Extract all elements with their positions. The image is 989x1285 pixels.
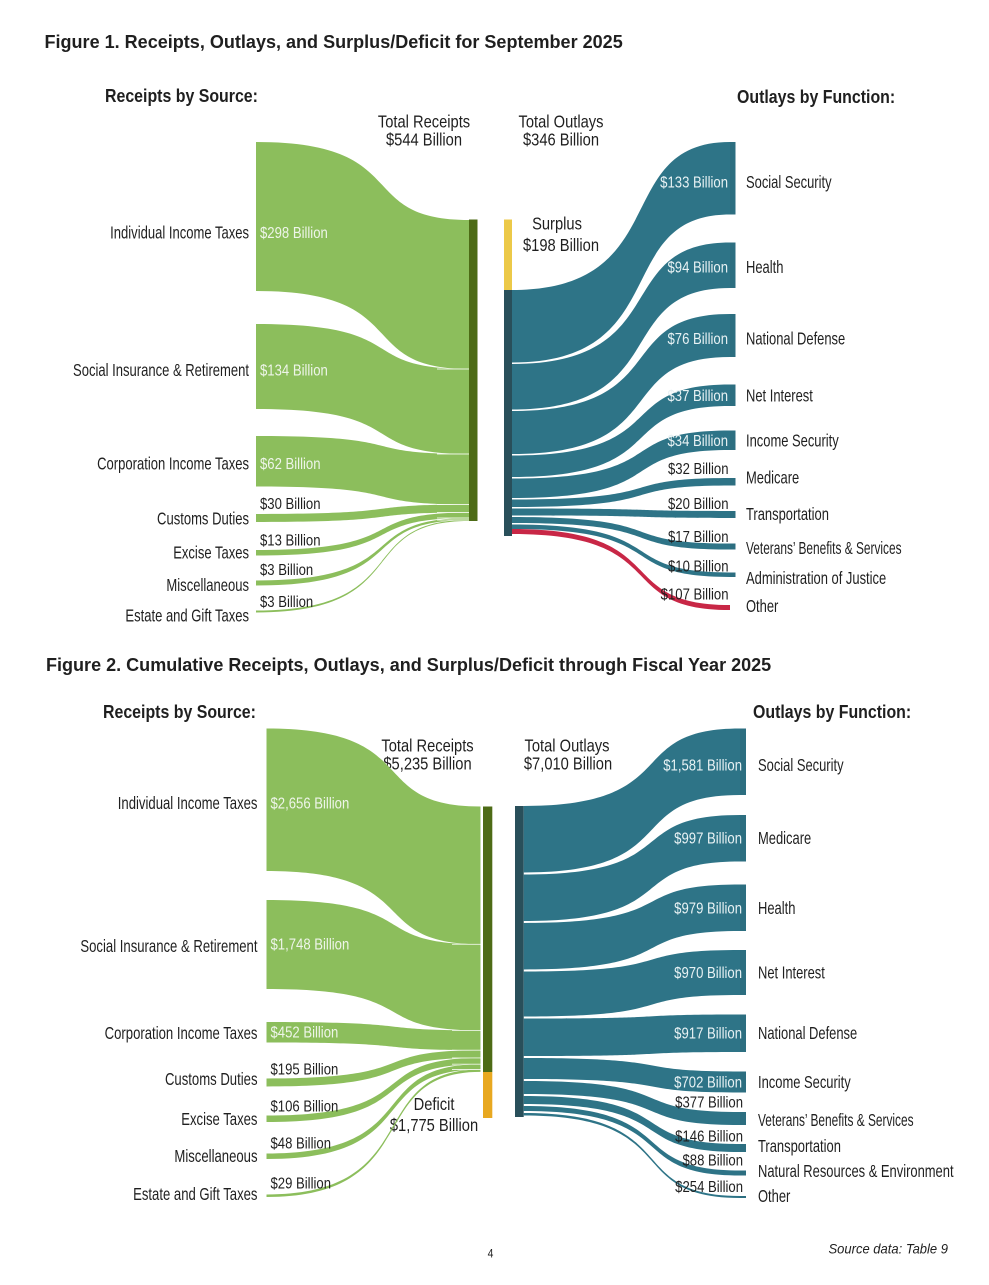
svg-text:Medicare: Medicare	[746, 469, 799, 488]
svg-text:$107 Billion: $107 Billion	[661, 586, 729, 603]
svg-text:$1,581 Billion: $1,581 Billion	[663, 757, 742, 774]
svg-text:$10 Billion: $10 Billion	[668, 558, 729, 575]
svg-text:Veterans’ Benefits & Services: Veterans’ Benefits & Services	[746, 539, 902, 559]
svg-text:Health: Health	[758, 899, 795, 918]
svg-text:Total Outlays: Total Outlays	[525, 736, 610, 755]
svg-text:Outlays by Function:: Outlays by Function:	[737, 86, 895, 107]
svg-text:$13 Billion: $13 Billion	[260, 532, 321, 549]
svg-text:$146 Billion: $146 Billion	[675, 1128, 743, 1145]
svg-text:Transportation: Transportation	[746, 505, 829, 524]
svg-text:Excise Taxes: Excise Taxes	[173, 544, 249, 563]
svg-text:$17 Billion: $17 Billion	[668, 529, 729, 546]
svg-text:Total Receipts: Total Receipts	[381, 736, 473, 755]
svg-text:$106 Billion: $106 Billion	[271, 1098, 339, 1115]
svg-text:$298 Billion: $298 Billion	[260, 225, 328, 242]
svg-text:Miscellaneous: Miscellaneous	[166, 576, 249, 595]
svg-text:$997 Billion: $997 Billion	[674, 830, 742, 847]
svg-text:$917 Billion: $917 Billion	[674, 1025, 742, 1042]
svg-text:$3 Billion: $3 Billion	[260, 562, 313, 579]
svg-text:Transportation: Transportation	[758, 1137, 841, 1156]
svg-text:$452 Billion: $452 Billion	[271, 1024, 339, 1041]
svg-text:$702 Billion: $702 Billion	[674, 1074, 742, 1091]
svg-text:Administration of Justice: Administration of Justice	[746, 569, 886, 588]
svg-text:Natural Resources & Environmen: Natural Resources & Environment	[758, 1162, 954, 1181]
svg-text:$254 Billion: $254 Billion	[675, 1179, 743, 1196]
svg-text:Corporation Income Taxes: Corporation Income Taxes	[105, 1024, 258, 1043]
svg-text:Individual Income Taxes: Individual Income Taxes	[110, 224, 249, 243]
svg-text:$1,775 Billion: $1,775 Billion	[390, 1116, 478, 1135]
svg-text:Veterans’ Benefits & Services: Veterans’ Benefits & Services	[758, 1111, 914, 1131]
svg-text:Social Insurance & Retirement: Social Insurance & Retirement	[80, 937, 258, 956]
svg-text:Outlays by Function:: Outlays by Function:	[753, 701, 911, 722]
svg-text:$7,010 Billion: $7,010 Billion	[524, 754, 612, 773]
svg-text:4: 4	[488, 1248, 494, 1261]
svg-text:$544 Billion: $544 Billion	[386, 130, 462, 149]
svg-text:Receipts by Source:: Receipts by Source:	[103, 701, 256, 722]
svg-text:$979 Billion: $979 Billion	[674, 900, 742, 917]
svg-text:Corporation Income Taxes: Corporation Income Taxes	[97, 455, 249, 474]
svg-text:Social Security: Social Security	[746, 173, 832, 192]
svg-text:$34 Billion: $34 Billion	[667, 433, 728, 450]
svg-text:Receipts by Source:: Receipts by Source:	[105, 85, 258, 106]
svg-text:$48 Billion: $48 Billion	[271, 1135, 332, 1152]
svg-text:$88 Billion: $88 Billion	[682, 1152, 743, 1169]
svg-text:Net Interest: Net Interest	[746, 387, 813, 406]
svg-text:$29 Billion: $29 Billion	[271, 1175, 332, 1192]
svg-text:Customs Duties: Customs Duties	[157, 510, 249, 529]
svg-text:Income Security: Income Security	[746, 432, 839, 451]
svg-text:Surplus: Surplus	[532, 214, 582, 233]
svg-text:Estate and Gift Taxes: Estate and Gift Taxes	[133, 1185, 258, 1204]
svg-text:$76 Billion: $76 Billion	[667, 331, 728, 348]
svg-text:Net Interest: Net Interest	[758, 964, 825, 983]
svg-text:$20 Billion: $20 Billion	[668, 496, 729, 513]
svg-text:Medicare: Medicare	[758, 829, 811, 848]
svg-text:$346 Billion: $346 Billion	[523, 130, 599, 149]
svg-text:$134 Billion: $134 Billion	[260, 362, 328, 379]
svg-text:Social Insurance & Retirement: Social Insurance & Retirement	[73, 361, 250, 380]
svg-text:Social Security: Social Security	[758, 756, 844, 775]
svg-text:Total Receipts: Total Receipts	[378, 112, 470, 131]
svg-text:$5,235 Billion: $5,235 Billion	[383, 754, 471, 773]
svg-text:$30 Billion: $30 Billion	[260, 496, 321, 513]
svg-text:Miscellaneous: Miscellaneous	[174, 1147, 257, 1166]
svg-text:Income Security: Income Security	[758, 1073, 851, 1092]
svg-text:Excise Taxes: Excise Taxes	[181, 1110, 258, 1129]
svg-text:$2,656 Billion: $2,656 Billion	[271, 795, 350, 812]
svg-text:$37 Billion: $37 Billion	[667, 388, 728, 405]
svg-text:$3 Billion: $3 Billion	[260, 594, 313, 611]
svg-text:Figure 2. Cumulative Receipts,: Figure 2. Cumulative Receipts, Outlays, …	[46, 654, 771, 675]
svg-text:Source data: Table 9: Source data: Table 9	[828, 1241, 948, 1257]
svg-text:$62 Billion: $62 Billion	[260, 456, 321, 473]
svg-text:Figure 1. Receipts, Outlays, a: Figure 1. Receipts, Outlays, and Surplus…	[45, 31, 623, 52]
svg-text:$94 Billion: $94 Billion	[667, 259, 728, 276]
svg-text:Other: Other	[746, 597, 778, 616]
svg-text:$377 Billion: $377 Billion	[675, 1094, 743, 1111]
svg-text:National Defense: National Defense	[758, 1024, 857, 1043]
svg-text:$32 Billion: $32 Billion	[668, 461, 729, 478]
svg-text:Customs Duties: Customs Duties	[165, 1070, 258, 1089]
svg-text:$1,748 Billion: $1,748 Billion	[271, 936, 350, 953]
svg-text:Deficit: Deficit	[414, 1095, 455, 1114]
svg-text:National Defense: National Defense	[746, 330, 845, 349]
svg-text:$970 Billion: $970 Billion	[674, 965, 742, 982]
svg-text:$195 Billion: $195 Billion	[271, 1061, 339, 1078]
svg-text:Health: Health	[746, 258, 783, 277]
svg-text:$198 Billion: $198 Billion	[523, 236, 599, 255]
svg-text:Other: Other	[758, 1187, 790, 1206]
svg-text:Total Outlays: Total Outlays	[519, 112, 604, 131]
svg-text:$133 Billion: $133 Billion	[660, 174, 728, 191]
svg-text:Individual Income Taxes: Individual Income Taxes	[118, 794, 258, 813]
svg-text:Estate and Gift Taxes: Estate and Gift Taxes	[125, 607, 249, 626]
